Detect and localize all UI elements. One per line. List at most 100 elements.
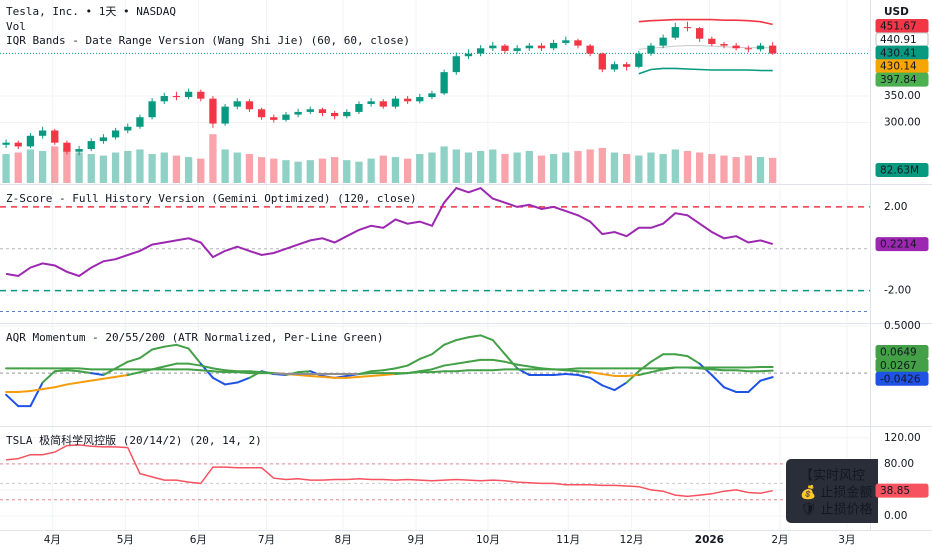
price-label: 430.14 bbox=[880, 61, 917, 73]
price-label: 430.41 bbox=[880, 47, 917, 59]
candle-body bbox=[258, 109, 265, 117]
volume-bar bbox=[745, 156, 752, 183]
line-segment bbox=[298, 371, 310, 372]
line-segment bbox=[55, 370, 67, 371]
candle-body bbox=[745, 48, 752, 49]
candle-body bbox=[586, 46, 593, 54]
candle-body bbox=[647, 46, 654, 54]
candle-body bbox=[453, 56, 460, 72]
volume-bar bbox=[15, 153, 22, 184]
volume-bar bbox=[708, 154, 715, 183]
volume-bar bbox=[465, 153, 472, 184]
tooltip-line: 🛡 止损价格 bbox=[800, 502, 873, 518]
volume-bar bbox=[209, 134, 216, 183]
volume-bar bbox=[659, 154, 666, 183]
volume-bar bbox=[75, 153, 82, 184]
candle-body bbox=[574, 40, 581, 45]
tooltip-line: 💰 止损金额 bbox=[800, 485, 872, 501]
chart-title: Tesla, Inc. • 1天 • NASDAQ bbox=[6, 5, 176, 18]
volume-bar bbox=[27, 149, 34, 183]
line-segment bbox=[249, 371, 261, 372]
line-segment bbox=[274, 373, 286, 374]
candle-body bbox=[161, 96, 168, 101]
indicator-title: Z-Score - Full History Version (Gemini O… bbox=[6, 192, 417, 205]
candle-body bbox=[173, 96, 180, 97]
x-tick-label: 3月 bbox=[838, 534, 855, 546]
line-segment bbox=[456, 370, 468, 371]
line-segment bbox=[359, 373, 371, 374]
candle-body bbox=[294, 112, 301, 115]
x-tick-label: 2026 bbox=[695, 534, 724, 546]
volume-bar bbox=[489, 149, 496, 183]
y-tick-label: 0.00 bbox=[884, 510, 907, 522]
y-tick-label: 120.00 bbox=[884, 432, 921, 444]
volume-bar bbox=[88, 154, 95, 183]
volume-bar bbox=[100, 156, 107, 183]
candle-body bbox=[513, 48, 520, 51]
volume-bar bbox=[574, 151, 581, 183]
candle-body bbox=[27, 136, 34, 147]
price-label: 397.84 bbox=[880, 74, 917, 86]
candle-body bbox=[197, 92, 204, 99]
volume-bar bbox=[148, 154, 155, 183]
line-segment bbox=[627, 375, 639, 376]
indicator-title: AQR Momentum - 20/55/200 (ATR Normalized… bbox=[6, 331, 384, 344]
candle-body bbox=[526, 46, 533, 49]
volume-bar bbox=[367, 159, 374, 183]
candle-body bbox=[733, 46, 740, 49]
x-tick-label: 8月 bbox=[335, 534, 352, 546]
volume-bar bbox=[2, 154, 9, 183]
y-tick-label: 350.00 bbox=[884, 90, 921, 102]
y-tick-label: -2.00 bbox=[884, 285, 911, 297]
candle-body bbox=[185, 92, 192, 97]
x-tick-label: 10月 bbox=[476, 534, 500, 546]
line-segment bbox=[554, 374, 566, 375]
candle-body bbox=[696, 28, 703, 39]
value-label: 0.2214 bbox=[880, 239, 917, 251]
volume-bar bbox=[112, 153, 119, 184]
volume-bar bbox=[294, 162, 301, 183]
volume-bar bbox=[404, 159, 411, 183]
volume-bar bbox=[246, 154, 253, 183]
candle-body bbox=[720, 44, 727, 46]
line-segment bbox=[566, 370, 578, 371]
price-label: 440.91 bbox=[880, 34, 917, 46]
x-tick-label: 11月 bbox=[556, 534, 580, 546]
volume-bar bbox=[440, 146, 447, 183]
indicator-title: IQR Bands - Date Range Version (Wang Shi… bbox=[6, 34, 410, 47]
line-segment bbox=[371, 375, 383, 376]
candle-body bbox=[428, 93, 435, 97]
y-tick-label: 2.00 bbox=[884, 201, 907, 213]
candle-body bbox=[124, 127, 131, 131]
volume-bar bbox=[392, 157, 399, 183]
candle-body bbox=[221, 107, 228, 124]
candle-body bbox=[611, 64, 618, 69]
y-tick-label: 80.00 bbox=[884, 458, 914, 470]
y-tick-label: 0.5000 bbox=[884, 320, 921, 332]
candle-body bbox=[659, 38, 666, 46]
volume-bar bbox=[197, 159, 204, 183]
line-segment bbox=[67, 370, 79, 371]
candle-body bbox=[2, 143, 9, 145]
candle-body bbox=[100, 137, 107, 141]
line-segment bbox=[712, 369, 724, 370]
volume-title: Vol bbox=[6, 20, 26, 33]
candle-body bbox=[440, 72, 447, 93]
volume-bar bbox=[319, 159, 326, 183]
candle-body bbox=[380, 101, 387, 106]
volume-bar bbox=[513, 153, 520, 184]
value-label: 38.85 bbox=[880, 485, 910, 497]
volume-bar bbox=[757, 157, 764, 183]
x-tick-label: 5月 bbox=[117, 534, 134, 546]
candle-body bbox=[404, 99, 411, 102]
volume-bar bbox=[380, 156, 387, 183]
line-segment bbox=[310, 376, 322, 377]
volume-bar bbox=[343, 160, 350, 183]
candle-body bbox=[112, 130, 119, 137]
candle-body bbox=[209, 99, 216, 124]
candle-body bbox=[465, 54, 472, 57]
candle-body bbox=[635, 54, 642, 67]
line-segment bbox=[189, 369, 201, 370]
candle-body bbox=[355, 104, 362, 112]
value-label: 0.0267 bbox=[880, 360, 917, 372]
